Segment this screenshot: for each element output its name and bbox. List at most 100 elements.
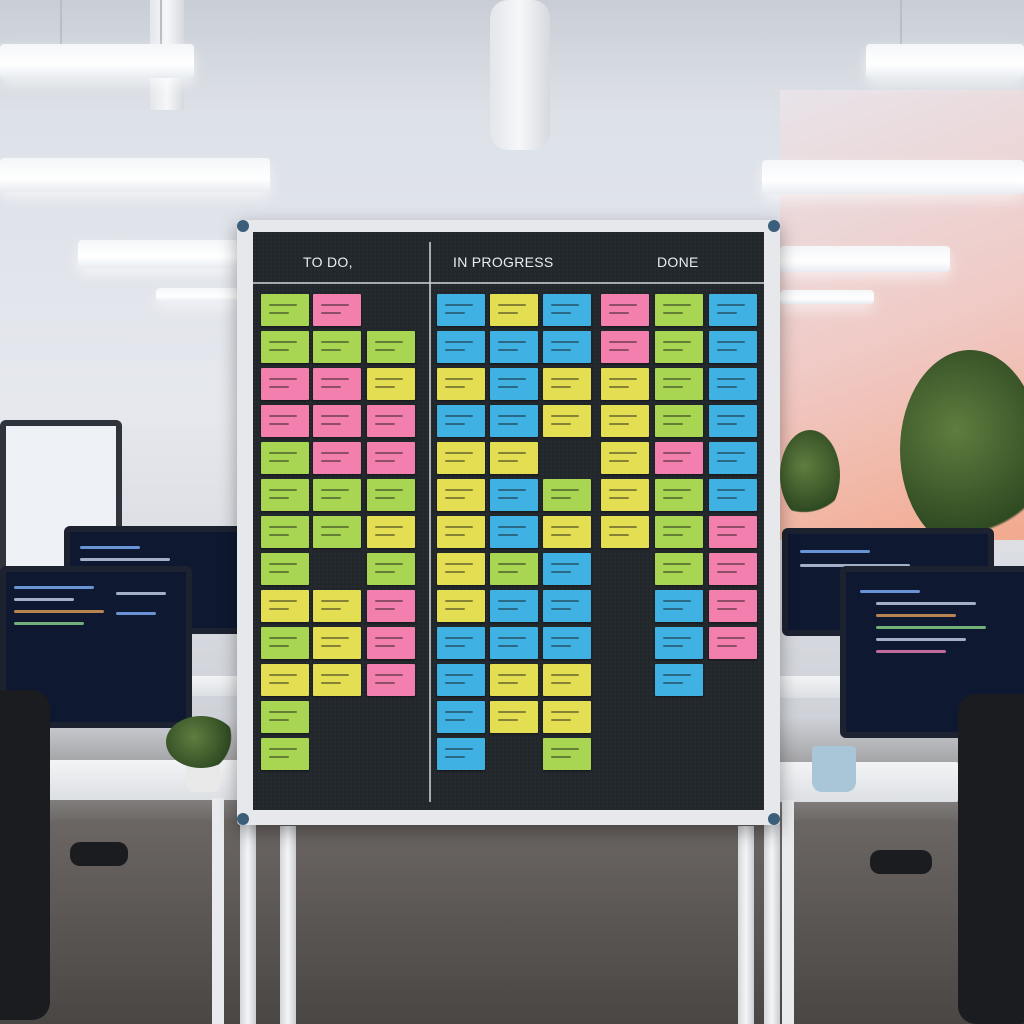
sticky-note xyxy=(655,405,703,437)
sticky-note xyxy=(313,516,361,548)
sticky-note xyxy=(261,516,309,548)
sticky-note xyxy=(655,664,703,696)
desk-leg xyxy=(782,800,794,1024)
board-stand-leg xyxy=(240,810,256,1024)
sticky-note xyxy=(437,738,485,770)
sticky-note xyxy=(437,331,485,363)
coffee-mug xyxy=(812,746,856,792)
lamp-wire xyxy=(60,0,62,45)
sticky-note xyxy=(261,405,309,437)
ceiling-lamp xyxy=(78,240,238,268)
ceiling-lamp xyxy=(0,44,194,78)
sticky-note xyxy=(543,664,591,696)
sticky-note xyxy=(367,368,415,400)
sticky-note xyxy=(313,590,361,622)
desk-leg xyxy=(212,798,224,1024)
sticky-note xyxy=(367,553,415,585)
sticky-note xyxy=(655,553,703,585)
ceiling-lamp xyxy=(780,246,950,272)
sticky-note xyxy=(367,442,415,474)
sticky-note xyxy=(601,294,649,326)
sticky-note xyxy=(437,405,485,437)
sticky-note xyxy=(313,627,361,659)
sticky-note xyxy=(261,368,309,400)
sticky-note xyxy=(709,368,757,400)
sticky-note xyxy=(709,627,757,659)
sticky-note xyxy=(655,442,703,474)
office-chair-left xyxy=(0,690,50,1020)
sticky-note xyxy=(655,331,703,363)
sticky-note xyxy=(367,627,415,659)
sticky-note xyxy=(490,368,538,400)
header-divider xyxy=(253,282,764,284)
board-surface: TO DO, IN PROGRESS DONE xyxy=(253,232,764,810)
ceiling-lamp xyxy=(762,160,1024,194)
desk xyxy=(780,676,844,698)
office-chair-arm xyxy=(870,850,932,874)
sticky-note xyxy=(367,331,415,363)
board-stand-leg xyxy=(738,826,754,1024)
sticky-note xyxy=(313,294,361,326)
sticky-note xyxy=(543,479,591,511)
sticky-note xyxy=(313,331,361,363)
sticky-note xyxy=(313,368,361,400)
sticky-note xyxy=(367,479,415,511)
sticky-note xyxy=(261,590,309,622)
sticky-note xyxy=(543,331,591,363)
frame-bolt xyxy=(237,813,249,825)
sticky-note xyxy=(543,368,591,400)
sticky-note xyxy=(490,664,538,696)
sticky-note xyxy=(261,442,309,474)
sticky-note xyxy=(261,627,309,659)
sticky-note xyxy=(543,701,591,733)
sticky-note xyxy=(709,294,757,326)
sticky-note xyxy=(543,405,591,437)
lamp-wire xyxy=(900,0,902,45)
plant-leaves xyxy=(166,716,236,768)
sticky-note xyxy=(601,442,649,474)
sticky-note xyxy=(437,627,485,659)
sticky-note xyxy=(261,479,309,511)
column-title-done: DONE xyxy=(657,254,699,270)
sticky-note xyxy=(490,553,538,585)
sticky-note xyxy=(655,590,703,622)
ceiling-lamp xyxy=(156,288,238,302)
column-title-in-progress: IN PROGRESS xyxy=(453,254,554,270)
column-title-todo: TO DO, xyxy=(303,254,353,270)
sticky-note xyxy=(655,627,703,659)
sticky-note xyxy=(367,590,415,622)
sticky-note xyxy=(261,701,309,733)
sticky-note xyxy=(601,405,649,437)
board-stand-leg xyxy=(280,826,296,1024)
ceiling-lamp xyxy=(866,44,1024,78)
sticky-note xyxy=(709,553,757,585)
sticky-note xyxy=(543,738,591,770)
sticky-note xyxy=(709,516,757,548)
sticky-note xyxy=(437,553,485,585)
board-stand-leg xyxy=(764,810,780,1024)
sticky-note xyxy=(437,479,485,511)
ceiling-duct xyxy=(490,0,550,150)
sticky-note xyxy=(543,590,591,622)
sticky-note xyxy=(261,294,309,326)
sticky-note xyxy=(437,368,485,400)
sticky-note xyxy=(543,516,591,548)
sticky-note xyxy=(490,405,538,437)
sticky-note xyxy=(655,479,703,511)
sticky-note xyxy=(543,627,591,659)
desk xyxy=(186,676,240,696)
sticky-note xyxy=(490,590,538,622)
sticky-note xyxy=(490,331,538,363)
sticky-note xyxy=(367,664,415,696)
sticky-note xyxy=(437,294,485,326)
sticky-note xyxy=(655,368,703,400)
sticky-note xyxy=(367,516,415,548)
sticky-note xyxy=(601,516,649,548)
sticky-note xyxy=(709,331,757,363)
sticky-note xyxy=(437,442,485,474)
office-chair-right xyxy=(958,694,1024,1024)
office-chair-arm xyxy=(70,842,128,866)
lamp-wire xyxy=(160,0,162,45)
sticky-note xyxy=(261,738,309,770)
